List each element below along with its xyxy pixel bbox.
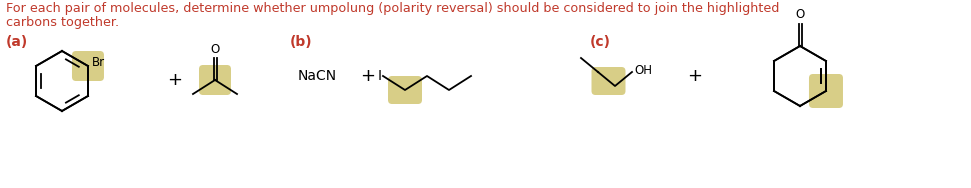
FancyBboxPatch shape	[199, 65, 231, 95]
Text: +: +	[168, 71, 183, 89]
FancyBboxPatch shape	[591, 67, 625, 95]
Text: carbons together.: carbons together.	[6, 16, 119, 29]
Text: For each pair of molecules, determine whether umpolung (polarity reversal) shoul: For each pair of molecules, determine wh…	[6, 2, 780, 15]
Text: NaCN: NaCN	[298, 69, 337, 83]
FancyBboxPatch shape	[388, 76, 422, 104]
FancyBboxPatch shape	[809, 74, 843, 108]
FancyBboxPatch shape	[72, 51, 104, 81]
Text: I: I	[378, 69, 382, 83]
Text: (c): (c)	[590, 35, 611, 49]
Text: (b): (b)	[290, 35, 313, 49]
Text: +: +	[360, 67, 376, 85]
Text: O: O	[211, 43, 219, 56]
Text: +: +	[687, 67, 702, 85]
Text: O: O	[795, 8, 805, 21]
Text: OH: OH	[634, 64, 652, 77]
Text: (a): (a)	[6, 35, 28, 49]
Text: Br: Br	[92, 55, 105, 68]
